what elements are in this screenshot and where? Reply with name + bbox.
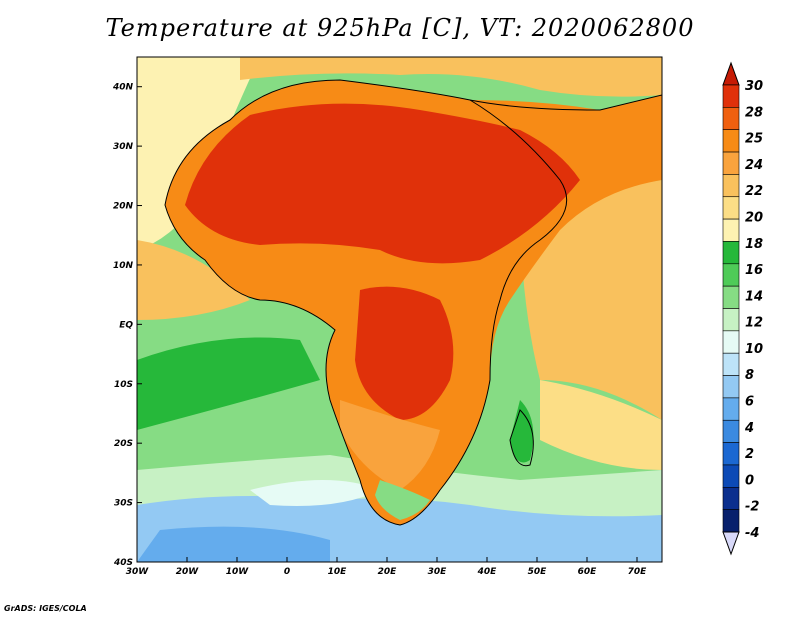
colorbar-label: 12: [745, 316, 763, 331]
lat-tick-label: 40S: [113, 558, 133, 568]
colorbar-label: 0: [745, 473, 754, 488]
colorbar-label: 6: [745, 395, 754, 410]
lon-tick-label: 50E: [528, 567, 548, 577]
colorbar-label: 24: [745, 158, 763, 173]
colorbar-label: 25: [745, 132, 763, 147]
colorbar-swatch: [722, 308, 740, 332]
grads-credit: GrADS: IGES/COLA: [4, 604, 87, 613]
coastlines: [164, 79, 662, 526]
colorbar-swatch: [722, 107, 740, 130]
longitude-axis: 30W 20W 10W 0 10E 20E 30E 40E 50E 60E 70E: [126, 557, 647, 577]
lon-tick-label: 30E: [428, 567, 448, 577]
colorbar-swatch: [722, 285, 740, 309]
colorbar-swatch: [722, 196, 740, 220]
colorbar-label: -4: [745, 526, 759, 541]
colorbar-swatch: [722, 241, 740, 265]
lon-tick-label: 10E: [328, 567, 348, 577]
colorbar-swatch: [722, 375, 740, 399]
lat-tick-label: 20N: [113, 202, 134, 212]
lon-tick-label: 70E: [628, 567, 648, 577]
lat-tick-label: 30N: [113, 142, 134, 152]
colorbar-label: 30: [745, 79, 763, 94]
lon-tick-label: 10W: [226, 567, 250, 577]
colorbar-swatch: [722, 174, 740, 198]
colorbar-swatch: [722, 151, 740, 175]
colorbar-label: 22: [745, 184, 763, 199]
colorbar-label: 4: [744, 421, 754, 436]
lat-tick-label: 40N: [112, 83, 134, 93]
map-title: Temperature at 925hPa [C], VT: 202006280…: [105, 14, 695, 42]
colorbar-label: -2: [745, 500, 759, 515]
latitude-axis: 40S 30S 20S 10S EQ 10N 20N 30N 40N: [112, 83, 142, 568]
lon-tick-label: 20E: [378, 567, 398, 577]
colorbar-swatch: [722, 129, 740, 153]
lon-tick-label: 20W: [176, 567, 200, 577]
lat-tick-label: 20S: [114, 439, 133, 449]
colorbar-swatch: [722, 509, 740, 533]
lon-tick-label: 30W: [126, 567, 150, 577]
colorbar-top-arrow: [722, 61, 740, 86]
lat-tick-label: 10N: [113, 261, 134, 271]
colorbar-swatch: [722, 263, 740, 287]
colorbar-label: 8: [745, 368, 754, 383]
colorbar-swatch: [722, 218, 740, 242]
colorbar-swatch: [722, 397, 740, 421]
temperature-field: [137, 57, 662, 562]
colorbar-label: 18: [745, 237, 763, 252]
colorbar-swatch: [722, 464, 740, 488]
plot-frame: [136, 56, 663, 563]
lon-tick-label: 40E: [477, 567, 498, 577]
colorbar-swatch: [722, 419, 740, 443]
colorbar-label: 10: [745, 342, 763, 357]
colorbar-swatch: [722, 330, 740, 354]
lat-tick-label: 10S: [114, 380, 133, 390]
colorbar-swatch: [722, 352, 740, 376]
colorbar-swatch: [722, 442, 740, 466]
colorbar-swatch: [722, 84, 740, 108]
lat-tick-label: 30S: [114, 499, 133, 509]
lon-tick-label: 0: [284, 567, 290, 577]
colorbar-label: 20: [745, 210, 763, 225]
colorbar-label: 28: [745, 105, 763, 120]
colorbar-label: 16: [745, 263, 763, 278]
colorbar-label: 14: [745, 289, 763, 304]
colorbar-bottom-arrow: [722, 531, 740, 556]
lat-tick-label: EQ: [119, 320, 133, 330]
colorbar-swatch: [722, 486, 740, 510]
colorbar-label: 2: [745, 447, 754, 462]
lon-tick-label: 60E: [578, 567, 598, 577]
